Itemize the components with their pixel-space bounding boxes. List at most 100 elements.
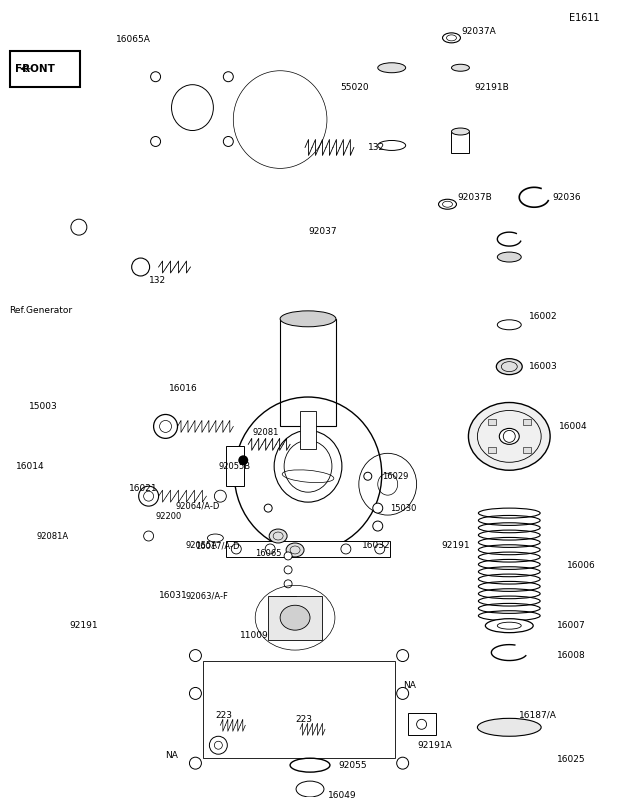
Bar — [497, 257, 521, 325]
Bar — [523, 447, 531, 454]
Ellipse shape — [438, 199, 457, 210]
Ellipse shape — [443, 33, 460, 43]
Bar — [226, 446, 244, 486]
Ellipse shape — [280, 606, 310, 630]
Text: 16006: 16006 — [567, 562, 596, 570]
Ellipse shape — [497, 252, 521, 262]
Text: 16031: 16031 — [159, 591, 187, 600]
Circle shape — [209, 736, 227, 754]
Ellipse shape — [296, 781, 324, 797]
Bar — [523, 419, 531, 426]
Text: 92064/A-D: 92064/A-D — [175, 502, 220, 510]
Text: NA: NA — [166, 750, 178, 760]
Ellipse shape — [378, 62, 406, 73]
Text: 92191B: 92191B — [474, 83, 509, 92]
Text: E1611: E1611 — [569, 13, 600, 23]
Circle shape — [341, 544, 351, 554]
Ellipse shape — [274, 430, 342, 502]
Text: 223: 223 — [215, 711, 232, 720]
Ellipse shape — [378, 141, 406, 150]
Circle shape — [284, 566, 292, 574]
Ellipse shape — [499, 429, 519, 444]
Circle shape — [397, 650, 409, 662]
Text: 15030: 15030 — [390, 504, 416, 513]
Ellipse shape — [234, 397, 382, 551]
Circle shape — [190, 687, 202, 699]
Bar — [477, 727, 541, 792]
Circle shape — [373, 521, 382, 531]
Circle shape — [364, 472, 372, 480]
Circle shape — [190, 650, 202, 662]
Bar — [408, 714, 436, 735]
Text: 223: 223 — [295, 715, 312, 724]
Ellipse shape — [286, 543, 304, 557]
Text: 92191: 92191 — [441, 542, 470, 550]
Ellipse shape — [171, 85, 214, 130]
Bar — [488, 419, 495, 426]
Text: 132: 132 — [368, 143, 385, 152]
Bar — [226, 541, 390, 557]
Bar — [61, 217, 149, 239]
Circle shape — [284, 552, 292, 560]
Text: 16004: 16004 — [559, 422, 588, 431]
Text: PartsRepublik: PartsRepublik — [104, 368, 495, 609]
Text: 92055B: 92055B — [219, 462, 251, 470]
Circle shape — [132, 258, 149, 276]
Circle shape — [190, 757, 202, 769]
Circle shape — [284, 580, 292, 588]
Text: 16016: 16016 — [168, 384, 197, 393]
Text: 16003: 16003 — [529, 362, 558, 371]
Text: 16025: 16025 — [557, 754, 586, 764]
Text: 15003: 15003 — [29, 402, 58, 411]
Ellipse shape — [477, 718, 541, 736]
Circle shape — [231, 544, 241, 554]
Text: 16002: 16002 — [529, 312, 558, 322]
Text: FRONT: FRONT — [15, 64, 55, 74]
Circle shape — [154, 414, 178, 438]
Circle shape — [397, 687, 409, 699]
Text: NA: NA — [403, 681, 416, 690]
FancyBboxPatch shape — [10, 51, 80, 86]
Text: 16021: 16021 — [129, 484, 157, 493]
Text: 92063/A-F: 92063/A-F — [185, 591, 229, 600]
Text: 132: 132 — [149, 277, 166, 286]
Bar — [452, 68, 469, 122]
Text: 92055A: 92055A — [185, 542, 217, 550]
Ellipse shape — [485, 618, 533, 633]
Ellipse shape — [497, 622, 521, 629]
Text: 16008: 16008 — [557, 651, 586, 660]
Text: 92191: 92191 — [69, 621, 97, 630]
Text: 16029: 16029 — [382, 472, 408, 481]
Text: 92036: 92036 — [552, 193, 581, 202]
Circle shape — [373, 503, 382, 513]
Circle shape — [151, 137, 161, 146]
Ellipse shape — [349, 443, 426, 525]
Text: 92081A: 92081A — [36, 531, 68, 541]
Bar — [280, 319, 336, 426]
Bar — [280, 319, 336, 426]
Circle shape — [238, 455, 248, 466]
Ellipse shape — [468, 402, 550, 470]
Ellipse shape — [163, 77, 221, 138]
Bar — [452, 131, 469, 154]
FancyBboxPatch shape — [144, 64, 241, 154]
Circle shape — [151, 72, 161, 82]
Text: 92200: 92200 — [156, 511, 182, 521]
Ellipse shape — [452, 64, 469, 71]
Text: 92037A: 92037A — [462, 27, 496, 36]
Bar — [488, 447, 495, 454]
Circle shape — [224, 137, 233, 146]
Text: 16187/A: 16187/A — [519, 711, 557, 720]
Circle shape — [224, 72, 233, 82]
Bar — [203, 661, 395, 758]
Ellipse shape — [496, 358, 522, 374]
Bar — [280, 596, 296, 624]
Circle shape — [264, 504, 272, 512]
Text: 92037: 92037 — [308, 226, 337, 236]
Ellipse shape — [269, 529, 287, 543]
Ellipse shape — [231, 69, 329, 170]
Text: Ref.Generator: Ref.Generator — [9, 306, 72, 315]
Circle shape — [265, 544, 275, 554]
Circle shape — [139, 486, 159, 506]
Circle shape — [397, 757, 409, 769]
